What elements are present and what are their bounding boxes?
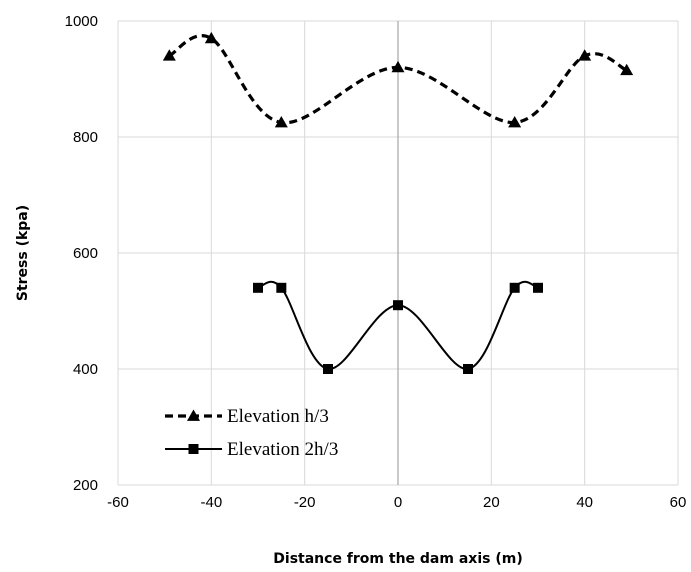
data-point bbox=[253, 282, 263, 293]
y-tick-label: 600 bbox=[73, 245, 98, 262]
data-point bbox=[274, 116, 288, 128]
data-point bbox=[162, 49, 176, 61]
legend-label: Elevation 2h/3 bbox=[227, 439, 338, 460]
data-point bbox=[393, 300, 403, 311]
y-axis-title: Stress (kpa) bbox=[15, 205, 31, 301]
data-point bbox=[509, 282, 520, 293]
x-tick-label: -40 bbox=[200, 494, 222, 511]
y-tick-label: 1000 bbox=[65, 13, 98, 30]
data-point bbox=[391, 60, 405, 73]
legend-item-1: Elevation h/3 bbox=[165, 406, 329, 427]
x-tick-label: 0 bbox=[394, 494, 402, 511]
series-group bbox=[162, 31, 634, 374]
data-point bbox=[533, 282, 543, 293]
data-point bbox=[463, 364, 473, 374]
y-tick-label: 800 bbox=[73, 129, 98, 146]
x-tick-label: 40 bbox=[576, 494, 593, 511]
series-2 bbox=[253, 280, 543, 374]
data-point bbox=[620, 63, 634, 76]
x-tick-label: 60 bbox=[670, 494, 687, 511]
y-tick-label: 200 bbox=[73, 477, 98, 494]
series-1 bbox=[162, 31, 634, 128]
legend-item-2: Elevation 2h/3 bbox=[165, 439, 338, 460]
x-tick-label: 20 bbox=[483, 494, 500, 511]
legend: Elevation h/3 Elevation 2h/3 bbox=[165, 406, 338, 460]
tick-labels: -60 -40 -20 0 20 40 60 200 400 600 800 1000 bbox=[65, 13, 687, 511]
legend-marker bbox=[187, 409, 200, 421]
legend-marker bbox=[188, 444, 199, 454]
data-point bbox=[323, 364, 333, 374]
data-point bbox=[508, 116, 522, 128]
x-tick-label: -20 bbox=[294, 494, 316, 511]
y-tick-label: 400 bbox=[73, 361, 98, 378]
data-point bbox=[276, 282, 287, 293]
x-tick-label: -60 bbox=[107, 494, 129, 511]
data-point bbox=[204, 31, 218, 44]
data-point bbox=[578, 49, 592, 61]
x-axis-title: Distance from the dam axis (m) bbox=[273, 551, 522, 567]
legend-label: Elevation h/3 bbox=[227, 406, 329, 427]
